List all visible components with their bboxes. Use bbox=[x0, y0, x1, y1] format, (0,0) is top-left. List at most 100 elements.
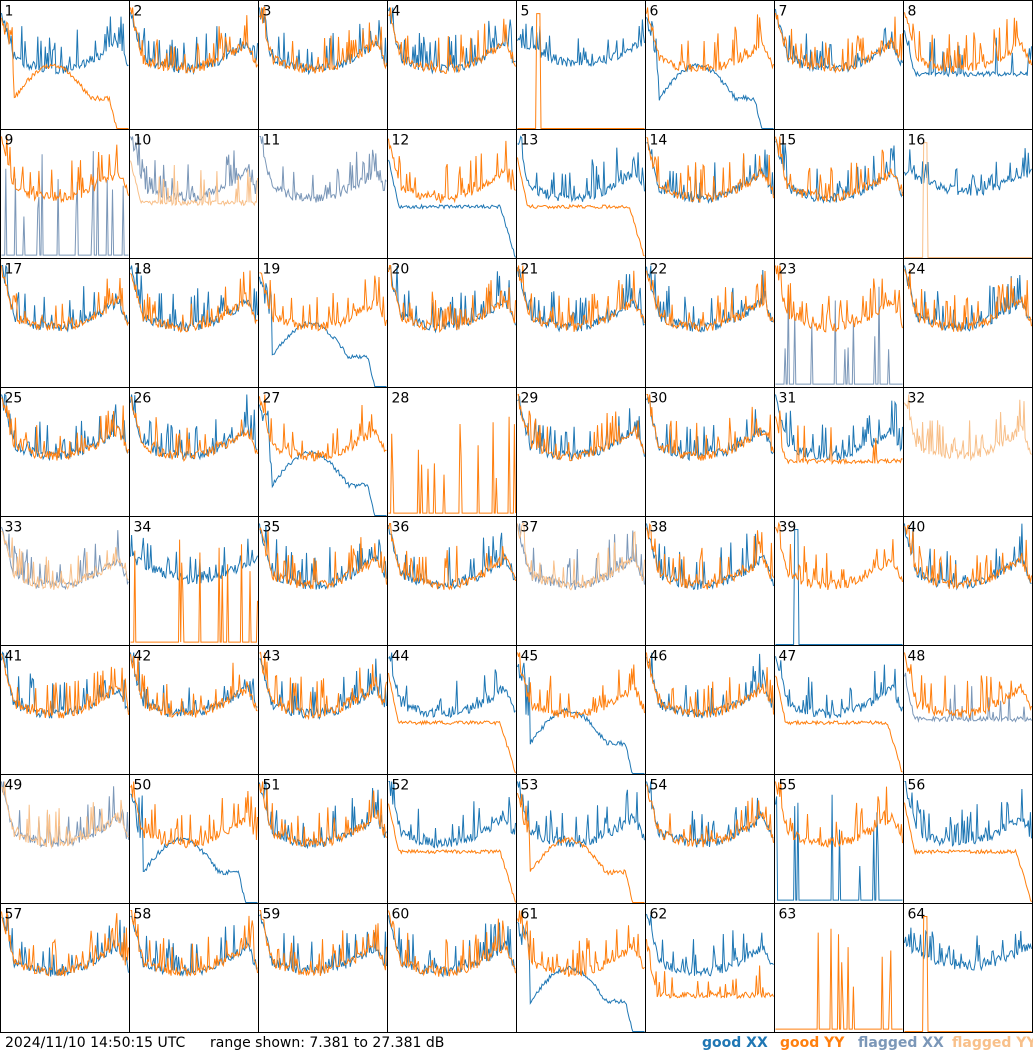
series-yy-line bbox=[388, 7, 516, 74]
series-yy-line bbox=[388, 672, 516, 774]
series-yy-line bbox=[646, 394, 774, 461]
panel-27: 27 bbox=[258, 387, 388, 517]
series-yy-line bbox=[517, 910, 645, 977]
legend-good-xx: good XX bbox=[702, 1035, 768, 1051]
panel-48: 48 bbox=[903, 645, 1033, 775]
series-yy-line bbox=[1, 397, 129, 461]
series-yy-line bbox=[775, 265, 903, 333]
series-yy-line bbox=[646, 136, 774, 203]
panel-45: 45 bbox=[516, 645, 646, 775]
panel-frame bbox=[903, 387, 1033, 517]
series-xx-line bbox=[388, 159, 516, 258]
panel-24: 24 bbox=[903, 258, 1033, 388]
series-yy-line bbox=[517, 13, 645, 129]
series-xx-line bbox=[388, 781, 516, 849]
series-yy-line bbox=[130, 910, 258, 977]
panel-frame bbox=[645, 645, 775, 775]
panel-6: 6 bbox=[645, 0, 775, 130]
panel-number: 53 bbox=[521, 778, 539, 794]
series-xx-line bbox=[775, 286, 903, 385]
panel-57: 57 bbox=[0, 903, 130, 1033]
series-xx-line bbox=[130, 534, 258, 585]
panel-8: 8 bbox=[903, 0, 1033, 130]
series-yy-line bbox=[775, 781, 903, 848]
panel-frame bbox=[387, 129, 517, 259]
panel-35: 35 bbox=[258, 516, 388, 646]
panel-frame bbox=[774, 387, 904, 517]
panel-number: 41 bbox=[5, 649, 23, 665]
panel-34: 34 bbox=[129, 516, 259, 646]
panel-frame bbox=[0, 129, 130, 259]
series-xx-line bbox=[259, 7, 387, 76]
series-yy-line bbox=[1, 653, 129, 719]
series-yy-line bbox=[259, 781, 387, 847]
panel-14: 14 bbox=[645, 129, 775, 259]
panel-30: 30 bbox=[645, 387, 775, 517]
panel-63: 63 bbox=[774, 903, 904, 1033]
panel-frame bbox=[774, 0, 904, 130]
series-xx-line bbox=[517, 662, 645, 774]
series-yy-line bbox=[388, 803, 516, 903]
series-xx-line bbox=[517, 135, 645, 203]
series-yy-line bbox=[646, 784, 774, 848]
panel-51: 51 bbox=[258, 774, 388, 904]
series-xx-line bbox=[775, 529, 903, 645]
panel-28: 28 bbox=[387, 387, 517, 517]
panel-number: 16 bbox=[908, 133, 926, 149]
panel-number: 37 bbox=[521, 520, 539, 536]
panel-number: 57 bbox=[5, 907, 23, 923]
panel-39: 39 bbox=[774, 516, 904, 646]
series-yy-line bbox=[775, 410, 903, 466]
footer: 2024/11/10 14:50:15 UTC range shown: 7.3… bbox=[0, 1032, 1033, 1053]
series-yy-line bbox=[775, 675, 903, 773]
panel-number: 48 bbox=[908, 649, 926, 665]
panel-number: 47 bbox=[779, 649, 797, 665]
panel-number: 29 bbox=[521, 391, 539, 407]
series-xx-line bbox=[775, 794, 903, 901]
panel-37: 37 bbox=[516, 516, 646, 646]
series-yy-line bbox=[904, 916, 1032, 1032]
panel-number: 6 bbox=[650, 4, 659, 20]
panel-frame bbox=[0, 0, 130, 130]
series-xx-line bbox=[904, 30, 1032, 78]
panel-frame bbox=[258, 129, 388, 259]
panel-49: 49 bbox=[0, 774, 130, 904]
series-yy-line bbox=[130, 653, 258, 719]
series-xx-line bbox=[646, 394, 774, 462]
panel-number: 14 bbox=[650, 133, 668, 149]
panel-2: 2 bbox=[129, 0, 259, 130]
panel-1: 1 bbox=[0, 0, 130, 130]
panel-41: 41 bbox=[0, 645, 130, 775]
panel-number: 50 bbox=[134, 778, 152, 794]
panel-number: 36 bbox=[392, 520, 410, 536]
series-yy-line bbox=[517, 792, 645, 903]
panel-number: 17 bbox=[5, 262, 23, 278]
legend-flagged-yy: flagged YY bbox=[952, 1035, 1033, 1051]
series-xx-line bbox=[259, 658, 387, 720]
panel-number: 52 bbox=[392, 778, 410, 794]
panel-17: 17 bbox=[0, 258, 130, 388]
panel-number: 11 bbox=[263, 133, 281, 149]
panel-number: 34 bbox=[134, 520, 152, 536]
panel-58: 58 bbox=[129, 903, 259, 1033]
series-yy-line bbox=[646, 270, 774, 333]
panel-56: 56 bbox=[903, 774, 1033, 904]
series-yy-line bbox=[1, 910, 129, 977]
panel-number: 2 bbox=[134, 4, 143, 20]
panel-55: 55 bbox=[774, 774, 904, 904]
panel-13: 13 bbox=[516, 129, 646, 259]
panel-number: 24 bbox=[908, 262, 926, 278]
series-xx-line bbox=[517, 523, 645, 590]
panel-26: 26 bbox=[129, 387, 259, 517]
series-yy-line bbox=[775, 12, 903, 74]
panel-number: 8 bbox=[908, 4, 917, 20]
panel-number: 32 bbox=[908, 391, 926, 407]
panel-60: 60 bbox=[387, 903, 517, 1033]
panel-32: 32 bbox=[903, 387, 1033, 517]
panel-number: 22 bbox=[650, 262, 668, 278]
panel-33: 33 bbox=[0, 516, 130, 646]
panel-frame bbox=[387, 387, 517, 517]
panel-7: 7 bbox=[774, 0, 904, 130]
range-label: range shown: 7.381 to 27.381 dB bbox=[210, 1035, 445, 1051]
series-xx-line bbox=[904, 781, 1032, 847]
